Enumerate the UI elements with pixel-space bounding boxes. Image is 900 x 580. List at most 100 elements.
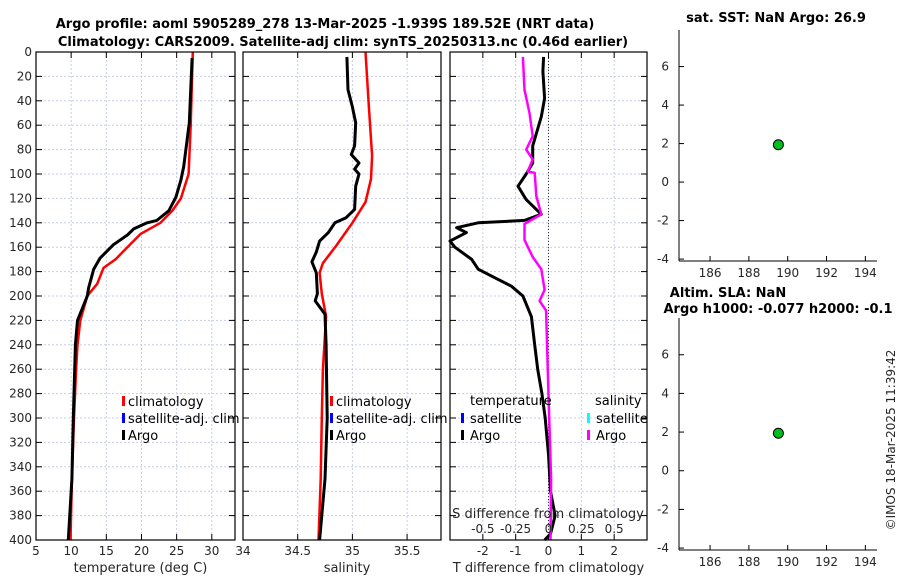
y-tick-label: 400 (9, 533, 32, 547)
argo-location-marker (772, 427, 784, 439)
panel-sst-location: -4 -2 0 2 4 6 186 188 190 192 194 sat. SST: NaN Arg… (657, 11, 877, 280)
y-tick-label: 220 (9, 313, 32, 327)
y-tick-label: 120 (9, 191, 32, 205)
legend-label: satellite (470, 412, 522, 427)
series-line-t-argo (448, 56, 557, 542)
x-tick-label: 194 (854, 266, 877, 280)
y-tick-label: -2 (657, 502, 669, 516)
x-tick-label: 30 (204, 544, 219, 558)
legend-label: Argo (128, 429, 158, 444)
legend-label: satellite (596, 412, 648, 427)
series-line-argo (66, 58, 194, 541)
x-tick-label: 15 (99, 544, 114, 558)
legend-label: satellite-adj. clim (128, 412, 240, 427)
y-tick-label: 180 (9, 265, 32, 279)
y-tick-label: 0 (24, 45, 32, 59)
y-tick-label: -4 (657, 252, 669, 266)
panel-title: Altim. SLA: NaN (670, 286, 786, 301)
x-tick-label: 35 (345, 544, 360, 558)
y-tick-label: 340 (9, 460, 32, 474)
legend-swatch (330, 413, 333, 423)
x-tick-label: 188 (737, 266, 760, 280)
legend-swatch (330, 396, 333, 406)
x2-tick-label: 0.25 (568, 522, 595, 536)
legend-label: climatology (336, 395, 412, 410)
legend-swatch (122, 430, 125, 440)
x-tick-label: 0 (545, 544, 553, 558)
y-tick-label: 300 (9, 411, 32, 425)
y-tick-label: 140 (9, 216, 32, 230)
x-tick-label: 194 (854, 555, 877, 569)
axes-box (449, 51, 648, 541)
x-tick-label: 34 (235, 544, 250, 558)
x-tick-label: 35.5 (394, 544, 421, 558)
x-tick-label: 2 (610, 544, 618, 558)
y-tick-label: 2 (661, 137, 669, 151)
x2-tick-label: -0.25 (500, 522, 531, 536)
y-tick-label: 320 (9, 435, 32, 449)
y-tick-label: 0 (661, 175, 669, 189)
y-tick-label: 360 (9, 484, 32, 498)
series-line-climatology (317, 51, 374, 541)
y-tick-label: 40 (17, 94, 32, 108)
y-tick-label: 2 (661, 425, 669, 439)
series-line-s-argo (521, 56, 553, 541)
x2-tick-label: 0.5 (605, 522, 624, 536)
x-tick-label: 190 (776, 555, 799, 569)
y-tick-label: 4 (661, 386, 669, 400)
legend-swatch (461, 430, 464, 440)
argo-location-marker (772, 139, 784, 151)
legend-swatch (587, 430, 590, 440)
x-tick-label: 192 (815, 555, 838, 569)
x2-tick-label: 0 (545, 522, 553, 536)
panel-temperature: 0 20 40 60 80 100 120 140 160 180 200 220 240 260 280 3… (9, 45, 240, 576)
legend-label: climatology (128, 395, 204, 410)
legend-label: Argo (470, 429, 500, 444)
x-tick-label: 188 (737, 555, 760, 569)
y-tick-label: 280 (9, 387, 32, 401)
y-tick-label: 240 (9, 338, 32, 352)
y-tick-label: 60 (17, 118, 32, 132)
panel-difference: -2 -1 0 1 2 T difference from climatology temp… (448, 51, 648, 576)
x2-axis-label: S difference from climatology (452, 507, 644, 522)
panel-title: sat. SST: NaN Argo: 26.9 (686, 11, 866, 26)
x-tick-label: 5 (32, 544, 40, 558)
x-tick-label: 25 (169, 544, 184, 558)
legend-swatch (122, 396, 125, 406)
legend-swatch (587, 413, 590, 423)
y-tick-label: 0 (661, 464, 669, 478)
figure-title-line1: Argo profile: aoml 5905289_278 13-Mar-20… (56, 17, 595, 32)
panel-subtitle: Argo h1000: -0.077 h2000: -0.1 (663, 302, 892, 317)
panel-sla-location: -4 -2 0 2 4 6 186 188 190 192 194 Altim. SLA: NaNAr… (657, 286, 892, 569)
x-tick-label: 10 (64, 544, 79, 558)
legend-label: Argo (336, 429, 366, 444)
x-tick-label: 186 (699, 266, 722, 280)
y-tick-label: 100 (9, 167, 32, 181)
x-axis-label: T difference from climatology (452, 561, 645, 576)
credit-text: ©IMOS 18-Mar-2025 11:39:42 (884, 350, 898, 531)
axes-box (242, 51, 442, 541)
y-tick-label: 6 (661, 348, 669, 362)
legend-swatch (122, 413, 125, 423)
y-tick-label: -2 (657, 214, 669, 228)
axes-box (35, 51, 236, 541)
series-line-argo (310, 56, 361, 541)
x-tick-label: 1 (578, 544, 586, 558)
legend-header-temperature: temperature (470, 394, 552, 409)
x-axis-label: temperature (deg C) (74, 561, 208, 576)
x-tick-label: 20 (134, 544, 149, 558)
y-tick-label: 6 (661, 60, 669, 74)
y-tick-label: 200 (9, 289, 32, 303)
x-tick-label: 186 (699, 555, 722, 569)
y-tick-label: 380 (9, 509, 32, 523)
y-tick-label: 260 (9, 362, 32, 376)
legend-label: satellite-adj. clim (336, 412, 448, 427)
legend-swatch (461, 413, 464, 423)
x2-tick-label: -0.5 (471, 522, 494, 536)
panel-salinity: 34 34.5 35 35.5 salinity climatology satellite… (235, 51, 448, 576)
y-tick-label: 160 (9, 240, 32, 254)
y-tick-label: -4 (657, 541, 669, 555)
x-tick-label: 190 (776, 266, 799, 280)
x-tick-label: -1 (510, 544, 522, 558)
